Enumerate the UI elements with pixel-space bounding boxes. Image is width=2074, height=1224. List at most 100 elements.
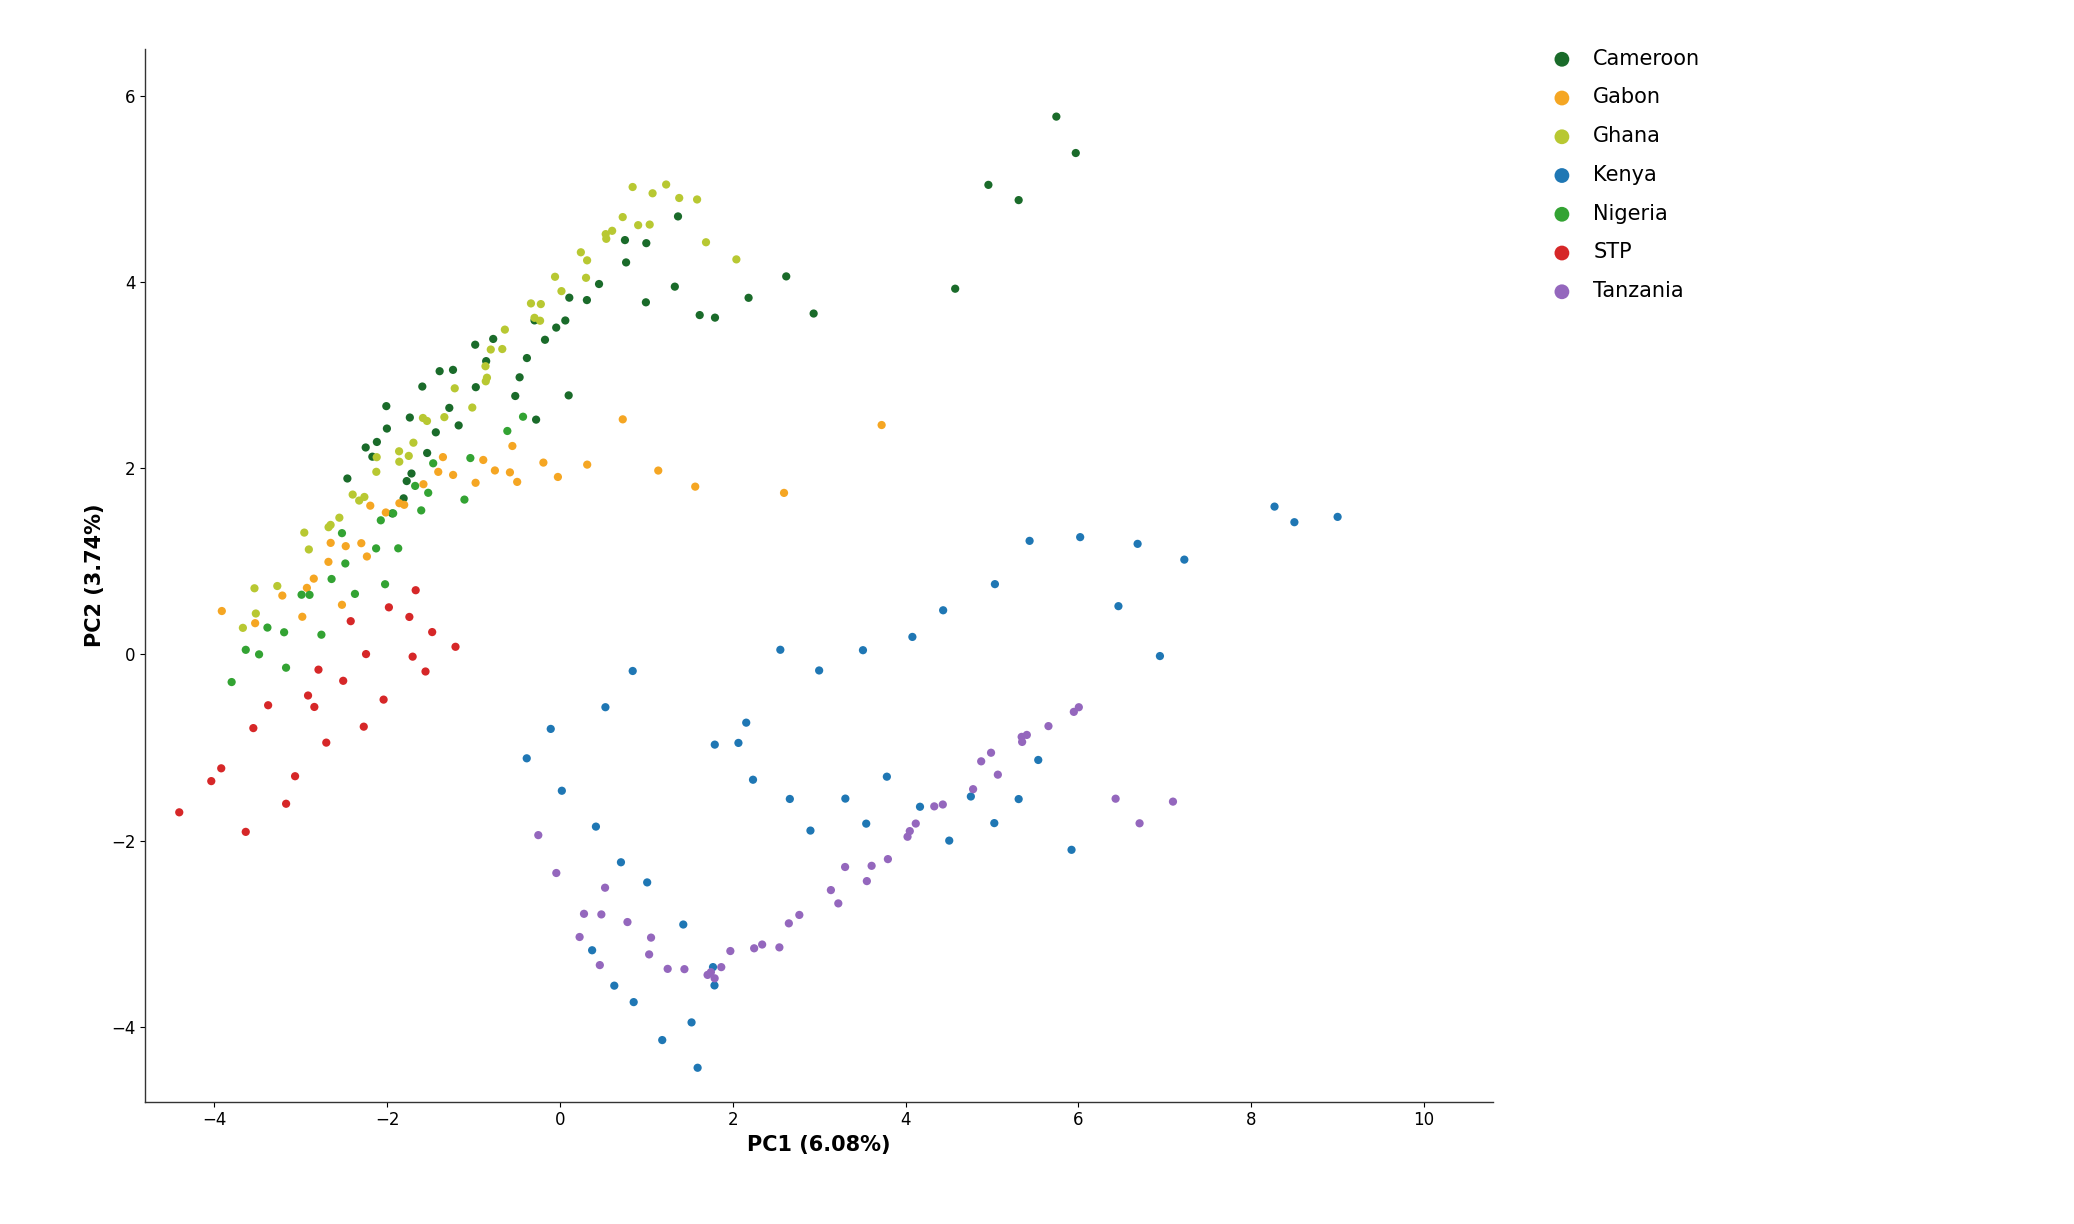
Gabon	[297, 569, 330, 589]
STP	[334, 611, 367, 630]
Kenya	[645, 1031, 678, 1050]
STP	[398, 580, 431, 600]
Cameroon	[732, 288, 765, 307]
Y-axis label: PC2 (3.74%): PC2 (3.74%)	[85, 503, 106, 647]
Kenya	[1143, 646, 1176, 666]
Kenya	[535, 720, 568, 739]
Tanzania	[821, 894, 854, 913]
STP	[303, 660, 336, 679]
Nigeria	[216, 672, 249, 692]
Tanzania	[713, 941, 747, 961]
Ghana	[606, 207, 639, 226]
Ghana	[313, 515, 346, 535]
Kenya	[1122, 534, 1155, 553]
Tanzania	[850, 871, 884, 891]
STP	[162, 803, 195, 823]
STP	[409, 662, 442, 682]
Cameroon	[369, 397, 402, 416]
Kenya	[674, 1012, 707, 1032]
Cameroon	[357, 447, 390, 466]
Cameroon	[458, 377, 492, 397]
Nigeria	[228, 640, 261, 660]
Cameroon	[419, 422, 452, 442]
Kenya	[896, 627, 929, 646]
Kenya	[697, 957, 730, 977]
Tanzania	[562, 928, 595, 947]
Ghana	[570, 251, 604, 271]
Ghana	[589, 224, 622, 244]
Gabon	[479, 460, 512, 480]
Gabon	[496, 436, 529, 455]
Cameroon	[394, 408, 427, 427]
Cameroon	[550, 311, 583, 330]
Ghana	[514, 294, 548, 313]
STP	[309, 733, 342, 753]
Tanzania	[772, 913, 805, 933]
STP	[278, 766, 311, 786]
Gabon	[767, 483, 801, 503]
STP	[415, 622, 448, 641]
Nigeria	[398, 476, 431, 496]
Tanzania	[589, 878, 622, 897]
Gabon	[427, 447, 460, 466]
Cameroon	[436, 360, 469, 379]
Tanzania	[815, 880, 848, 900]
Ghana	[348, 487, 382, 507]
Ghana	[523, 311, 556, 330]
Kenya	[574, 940, 608, 960]
STP	[392, 607, 425, 627]
Gabon	[286, 607, 319, 627]
Kenya	[850, 814, 884, 834]
Cameroon	[662, 207, 695, 226]
Tanzania	[539, 863, 572, 883]
Kenya	[510, 749, 543, 769]
Ghana	[384, 452, 417, 471]
Ghana	[680, 190, 713, 209]
Cameroon	[477, 329, 510, 349]
Nigeria	[292, 585, 326, 605]
Ghana	[456, 398, 489, 417]
Gabon	[384, 493, 417, 513]
Cameroon	[411, 443, 444, 463]
STP	[228, 823, 261, 842]
Ghana	[469, 372, 502, 392]
STP	[367, 690, 400, 710]
Ghana	[637, 184, 670, 203]
Ghana	[518, 308, 552, 328]
Ghana	[595, 222, 628, 241]
Legend: Cameroon, Gabon, Ghana, Kenya, Nigeria, STP, Tanzania: Cameroon, Gabon, Ghana, Kenya, Nigeria, …	[1531, 38, 1711, 312]
Tanzania	[1062, 698, 1095, 717]
Ghana	[689, 233, 722, 252]
Cameroon	[583, 274, 616, 294]
Tanzania	[763, 938, 796, 957]
Ghana	[471, 368, 504, 388]
Cameroon	[348, 438, 382, 458]
Tanzania	[894, 821, 927, 841]
Ghana	[545, 282, 579, 301]
Ghana	[525, 294, 558, 313]
Tanzania	[1010, 725, 1043, 744]
Kenya	[597, 976, 630, 995]
Ghana	[336, 485, 369, 504]
Ghana	[311, 518, 344, 537]
Ghana	[427, 408, 460, 427]
Cameroon	[1060, 143, 1093, 163]
Tanzania	[828, 857, 861, 876]
Nigeria	[284, 585, 317, 605]
Nigeria	[448, 490, 481, 509]
STP	[251, 695, 284, 715]
Kenya	[1321, 507, 1354, 526]
Ghana	[662, 188, 695, 208]
Cameroon	[552, 386, 585, 405]
Ghana	[475, 340, 508, 360]
Gabon	[369, 503, 402, 523]
Tanzania	[1157, 792, 1190, 812]
Tanzania	[1006, 732, 1039, 752]
Tanzania	[975, 743, 1008, 763]
Kenya	[774, 789, 807, 809]
Gabon	[500, 472, 533, 492]
Cameroon	[518, 311, 552, 330]
Tanzania	[635, 928, 668, 947]
Ghana	[324, 508, 357, 528]
Ghana	[570, 268, 604, 288]
